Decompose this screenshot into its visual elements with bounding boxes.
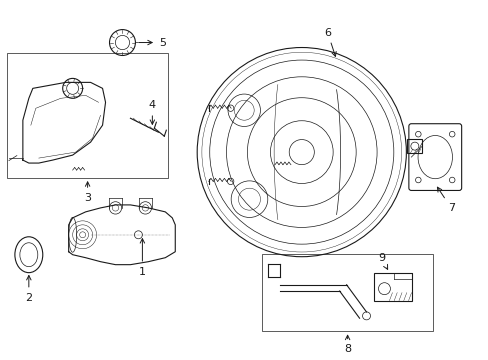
- Bar: [407, 139, 422, 153]
- Bar: [262, 254, 432, 332]
- Text: 6: 6: [324, 28, 335, 57]
- Text: 1: 1: [139, 239, 145, 276]
- Text: 3: 3: [84, 182, 91, 203]
- Text: 2: 2: [25, 275, 32, 302]
- Text: 4: 4: [148, 100, 156, 124]
- Text: 8: 8: [344, 335, 350, 354]
- Text: 9: 9: [377, 253, 387, 269]
- Bar: [7, 54, 168, 178]
- Text: 5: 5: [139, 37, 165, 48]
- Bar: [374, 273, 411, 301]
- Text: 7: 7: [436, 187, 454, 213]
